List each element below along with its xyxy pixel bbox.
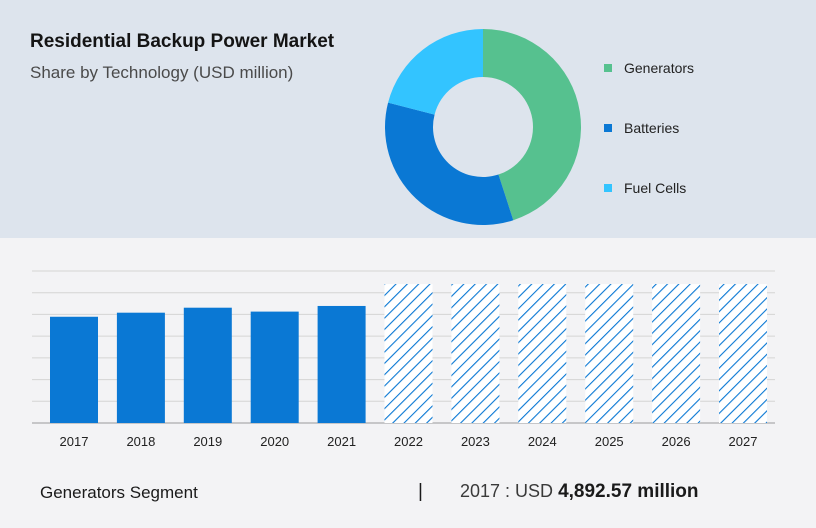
x-tick-label-2026: 2026: [662, 434, 691, 449]
bar-2021: [317, 305, 366, 423]
x-tick-label-2017: 2017: [60, 434, 89, 449]
legend-swatch: [604, 124, 612, 132]
donut-slice-generators: [483, 29, 581, 221]
legend-item-batteries: Batteries: [604, 118, 694, 138]
x-tick-label-2018: 2018: [126, 434, 155, 449]
x-tick-label-2023: 2023: [461, 434, 490, 449]
forecast-bar-2024: [518, 284, 567, 423]
forecast-bar-2027: [719, 284, 767, 423]
x-tick-label-2022: 2022: [394, 434, 423, 449]
bar-2017: [50, 316, 98, 423]
legend-item-generators: Generators: [604, 58, 694, 78]
x-tick-label-2020: 2020: [260, 434, 289, 449]
chart-subtitle: Share by Technology (USD million): [30, 63, 294, 82]
x-tick-label-2024: 2024: [528, 434, 557, 449]
segment-label: Generators Segment: [40, 483, 198, 502]
legend-swatch: [604, 64, 612, 72]
forecast-bar-2022: [384, 284, 433, 423]
donut-chart: [385, 29, 581, 225]
x-tick-label-2021: 2021: [327, 434, 356, 449]
forecast-bar-2026: [652, 284, 701, 423]
bar-chart: 2017 2018 2019 2020 2021 2022 2023 2024 2025 2026…: [32, 270, 775, 449]
donut-slice-fuel-cells: [388, 29, 483, 115]
bar-2020: [250, 311, 299, 423]
segment-value: 4,892.57 million: [558, 481, 699, 502]
legend-label: Batteries: [624, 120, 680, 136]
x-tick-label-2019: 2019: [193, 434, 222, 449]
segment-value-readout: 2017 : USD 4,892.57 million: [460, 481, 699, 503]
bar-2019: [183, 307, 232, 423]
x-tick-label-2027: 2027: [729, 434, 758, 449]
forecast-bar-2025: [585, 284, 634, 423]
forecast-bar-2023: [451, 284, 500, 423]
donut-legend: Generators Batteries Fuel Cells: [604, 58, 694, 238]
chart-title: Residential Backup Power Market: [30, 31, 335, 52]
legend-label: Fuel Cells: [624, 180, 687, 196]
legend-swatch: [604, 184, 612, 192]
segment-year-prefix: 2017 : USD: [460, 481, 559, 501]
legend-item-fuel-cells: Fuel Cells: [604, 178, 694, 198]
donut-slice-batteries: [385, 102, 514, 225]
x-tick-label-2025: 2025: [595, 434, 624, 449]
bar-2018: [116, 312, 165, 423]
legend-label: Generators: [624, 60, 695, 76]
footer-separator: |: [418, 481, 423, 502]
